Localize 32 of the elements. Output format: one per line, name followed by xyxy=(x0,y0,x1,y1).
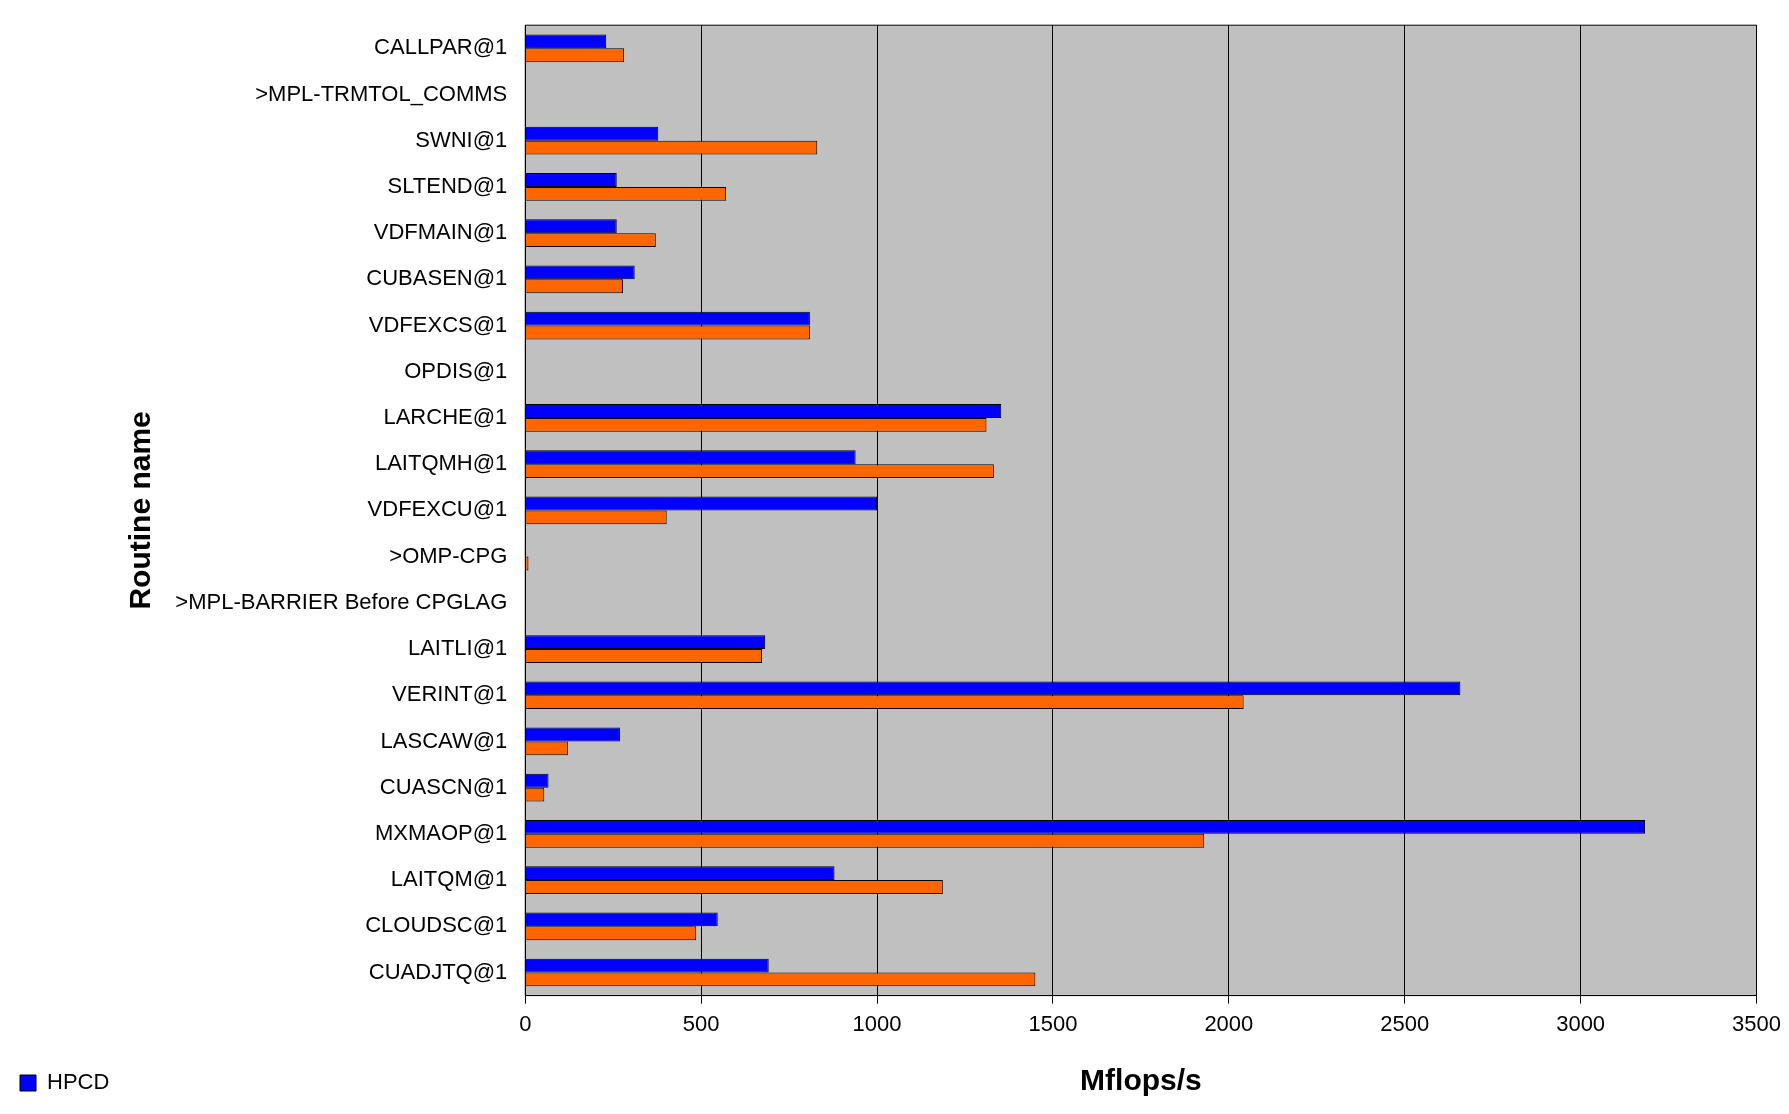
y-tick-label: VDFEXCS@1 xyxy=(368,311,508,337)
y-tick-label: CALLPAR@1 xyxy=(374,34,508,60)
y-tick-label: VDFMAIN@1 xyxy=(373,219,508,245)
y-tick-label: CLOUDSC@1 xyxy=(365,912,508,938)
y-tick-label: LAITQMH@1 xyxy=(374,450,508,476)
y-tick-label: >OMP-CPG xyxy=(389,542,508,568)
y-tick-label: LARCHE@1 xyxy=(383,404,508,430)
y-tick-label: OPDIS@1 xyxy=(404,357,508,383)
y-tick-label: SWNI@1 xyxy=(415,126,508,152)
x-tick-label: 2000 xyxy=(1204,1010,1254,1036)
x-tick-label: 3500 xyxy=(1732,1010,1782,1036)
x-tick-label: 2500 xyxy=(1380,1010,1430,1036)
legend-label: HPCD xyxy=(47,1069,110,1095)
y-tick-label: CUBASEN@1 xyxy=(366,265,508,291)
x-axis-title: Mflops/s xyxy=(1080,1063,1202,1097)
y-tick-label: CUASCN@1 xyxy=(379,773,508,799)
x-tick-label: 0 xyxy=(519,1010,532,1036)
y-tick-label: VERINT@1 xyxy=(392,681,508,707)
y-tick-label: VDFEXCU@1 xyxy=(367,496,508,522)
y-axis-title: Routine name xyxy=(122,411,156,610)
x-tick-label: 1000 xyxy=(852,1010,902,1036)
y-tick-label: CUADJTQ@1 xyxy=(368,958,508,984)
x-tick-label: 1500 xyxy=(1028,1010,1078,1036)
y-tick-label: >MPL-BARRIER Before CPGLAG xyxy=(175,588,508,614)
y-tick-label: LASCAW@1 xyxy=(380,727,508,753)
y-tick-label: MXMAOP@1 xyxy=(374,819,508,845)
y-tick-label: LAITQM@1 xyxy=(390,866,508,892)
y-tick-label: >MPL-TRMTOL_COMMS xyxy=(255,80,508,106)
x-tick-label: 500 xyxy=(682,1010,720,1036)
x-tick-label: 3000 xyxy=(1556,1010,1606,1036)
y-tick-label: LAITLI@1 xyxy=(407,635,508,661)
y-tick-label: SLTEND@1 xyxy=(387,173,508,198)
